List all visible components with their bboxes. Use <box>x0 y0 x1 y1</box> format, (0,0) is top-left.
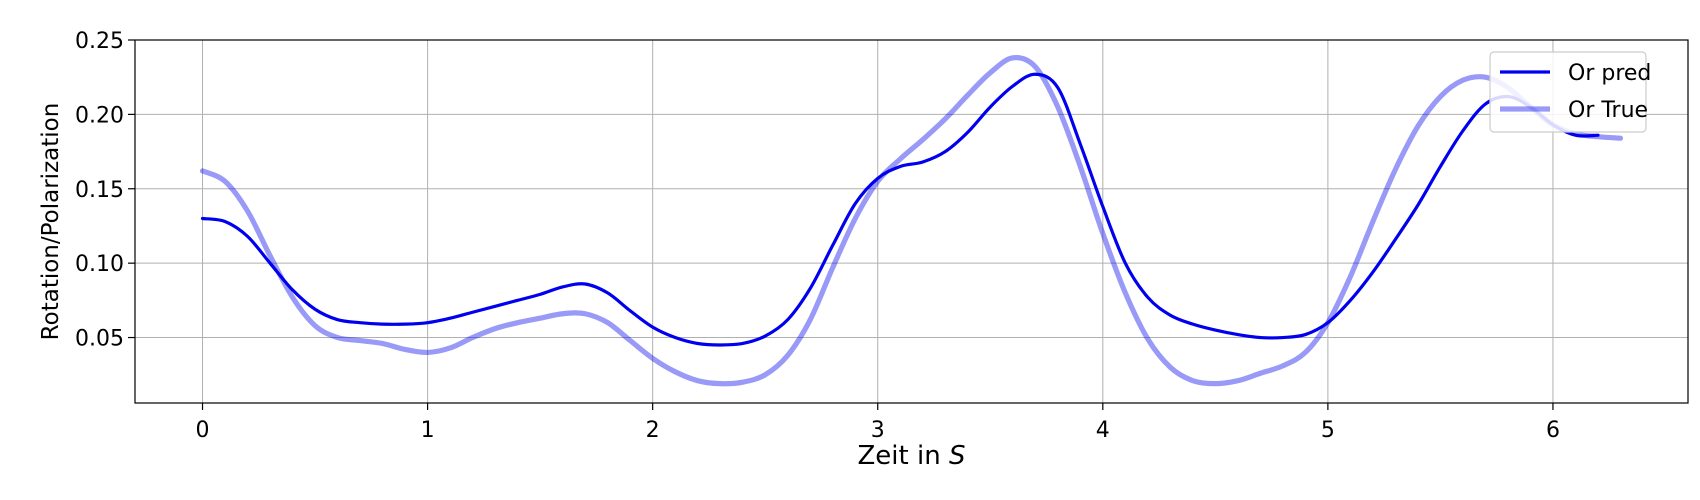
legend: Or pred Or True <box>1489 51 1651 133</box>
series-line-or-true <box>199 55 1624 387</box>
y-tick-label: 0.05 <box>75 327 124 352</box>
x-tick-label: 5 <box>1321 418 1335 443</box>
x-axis-label: Zeit in S <box>858 441 966 471</box>
x-tick-label: 6 <box>1546 418 1560 443</box>
series-line-or-pred <box>200 72 1600 347</box>
legend-label-or-true: Or True <box>1568 98 1648 123</box>
y-tick-label: 0.25 <box>75 29 124 54</box>
y-tick-label: 0.15 <box>75 178 124 203</box>
x-axis-ticks: 0 1 2 3 4 5 6 <box>196 403 1560 443</box>
x-tick-label: 2 <box>646 418 660 443</box>
y-axis-label: Rotation/Polarization <box>38 103 64 341</box>
x-tick-label: 3 <box>871 418 885 443</box>
x-tick-label: 0 <box>196 418 210 443</box>
x-tick-label: 4 <box>1096 418 1110 443</box>
x-axis-label-italic: S <box>949 441 966 471</box>
x-tick-label: 1 <box>421 418 435 443</box>
legend-label-or-pred: Or pred <box>1568 61 1651 86</box>
y-axis-ticks: 0.05 0.10 0.15 0.20 0.25 <box>75 29 135 352</box>
series-group <box>199 55 1624 387</box>
plot-frame <box>134 39 1689 404</box>
y-tick-label: 0.10 <box>75 252 124 277</box>
x-axis-label-main: Zeit in <box>858 441 949 471</box>
grid-lines <box>135 39 1688 403</box>
y-tick-label: 0.20 <box>75 103 124 128</box>
